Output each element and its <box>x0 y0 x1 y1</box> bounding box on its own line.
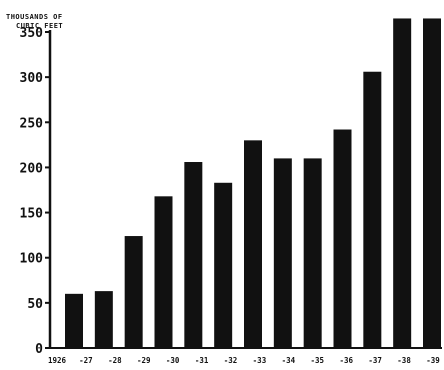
x-tick-label-9: -35 <box>311 356 325 365</box>
y-tick-label-0: 0 <box>35 342 43 357</box>
bar-10 <box>363 71 382 348</box>
bar-6 <box>244 140 262 348</box>
bar-7 <box>273 158 292 348</box>
x-tick-label-10: -36 <box>339 356 353 365</box>
bar-9 <box>333 129 352 348</box>
bar-3 <box>154 196 173 348</box>
y-axis-label-line-1: THOUSANDS OF <box>6 13 63 21</box>
y-tick-label-200: 200 <box>20 161 44 176</box>
bar-8 <box>303 158 322 348</box>
bar-1 <box>94 291 113 348</box>
y-tick-label-350: 350 <box>20 26 44 41</box>
x-tick-label-11: -37 <box>368 356 382 365</box>
y-axis-ticks: 0 50 100 150 200 250 300 350 <box>20 26 50 357</box>
x-tick-label-12: -38 <box>397 356 411 365</box>
y-tick-label-150: 150 <box>20 207 44 222</box>
y-tick-label-300: 300 <box>20 71 44 86</box>
y-tick-label-50: 50 <box>27 297 43 312</box>
bar-11 <box>393 18 412 349</box>
y-tick-label-250: 250 <box>20 116 44 131</box>
x-axis-ticks: 1926 -27 -28 -29 -30 -31 -32 -33 -34 -35 -36 -37 -38… <box>48 356 440 365</box>
x-tick-label-2: -28 <box>108 356 122 365</box>
x-tick-label-1: -27 <box>79 356 93 365</box>
bar-4 <box>184 162 203 348</box>
x-tick-label-5: -31 <box>195 356 209 365</box>
bar-0 <box>65 293 83 348</box>
y-axis-label-line-2: CUBIC FEET <box>16 22 63 30</box>
y-tick-label-100: 100 <box>20 252 44 267</box>
bar-12 <box>423 18 441 349</box>
bar-2 <box>124 236 143 348</box>
x-tick-label-13: -39 <box>426 356 440 365</box>
bar-5 <box>214 182 233 348</box>
x-tick-label-3: -29 <box>137 356 151 365</box>
x-tick-label-6: -32 <box>224 356 238 365</box>
x-tick-label-4: -30 <box>166 356 180 365</box>
bars-group <box>65 18 441 349</box>
x-tick-label-0: 1926 <box>48 356 67 365</box>
x-tick-label-8: -34 <box>282 356 296 365</box>
x-tick-label-7: -33 <box>253 356 267 365</box>
